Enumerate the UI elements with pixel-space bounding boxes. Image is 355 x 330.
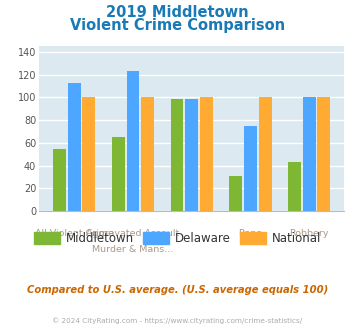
Bar	[288, 162, 301, 211]
Bar	[317, 97, 330, 211]
Bar	[185, 99, 198, 211]
Text: Aggravated Assault: Aggravated Assault	[86, 229, 180, 238]
Text: All Violent Crime: All Violent Crime	[35, 229, 114, 238]
Bar	[112, 137, 125, 211]
Bar	[126, 71, 140, 211]
Text: © 2024 CityRating.com - https://www.cityrating.com/crime-statistics/: © 2024 CityRating.com - https://www.city…	[53, 317, 302, 324]
Text: Robbery: Robbery	[289, 229, 329, 238]
Text: Murder & Mans...: Murder & Mans...	[92, 245, 174, 253]
Text: 2019 Middletown: 2019 Middletown	[106, 5, 249, 20]
Bar	[303, 97, 316, 211]
Bar	[229, 176, 242, 211]
Bar	[170, 99, 184, 211]
Text: Compared to U.S. average. (U.S. average equals 100): Compared to U.S. average. (U.S. average …	[27, 285, 328, 295]
Bar	[53, 148, 66, 211]
Bar	[200, 97, 213, 211]
Bar	[141, 97, 154, 211]
Bar	[82, 97, 95, 211]
Text: Rape: Rape	[238, 229, 262, 238]
Bar	[244, 126, 257, 211]
Bar	[68, 82, 81, 211]
Text: Violent Crime Comparison: Violent Crime Comparison	[70, 18, 285, 33]
Bar	[259, 97, 272, 211]
Legend: Middletown, Delaware, National: Middletown, Delaware, National	[29, 227, 326, 250]
